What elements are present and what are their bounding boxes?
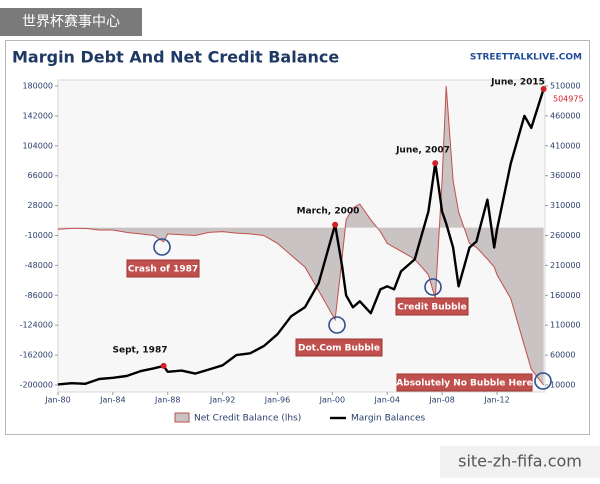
y-tick-label: 142000 [22, 111, 53, 120]
chart-source: STREETTALKLIVE.COM [470, 53, 582, 63]
callout-box [396, 373, 533, 392]
y-tick-label: -162000 [20, 351, 53, 360]
annotation: Sept, 1987 [113, 346, 168, 356]
watermark-top: 世界杯赛事中心 [22, 14, 120, 30]
y-tick-label: 66000 [28, 171, 53, 180]
y-tick-label: 104000 [22, 141, 53, 150]
y2-tick-label: 410000 [550, 141, 581, 150]
annotation: June, 2015 [490, 78, 545, 88]
y-tick-label: 180000 [22, 82, 53, 91]
x-tick-label: Jan-00 [319, 396, 345, 405]
watermark-badge [0, 8, 142, 36]
callout-text: Crash of 1987 [128, 265, 198, 275]
callout-text: Dot.Com Bubble [298, 344, 380, 354]
legend-label: Net Credit Balance (lhs) [194, 414, 301, 424]
y-tick-label: 28000 [28, 201, 53, 210]
x-tick-label: Jan-08 [428, 396, 454, 405]
highlight-circle [534, 372, 552, 390]
chart-title: Margin Debt And Net Credit Balance [12, 48, 339, 67]
highlight-circle [153, 238, 171, 256]
callout-text: Absolutely No Bubble Here [396, 379, 532, 389]
x-tick-label: Jan-80 [44, 396, 70, 405]
y2-tick-label: 310000 [550, 201, 581, 210]
y2-tick-label: 360000 [550, 171, 581, 180]
last-value-label: 504975 [553, 95, 584, 104]
highlight-circle [424, 278, 442, 296]
y2-tick-label: 60000 [550, 351, 575, 360]
x-tick-label: Jan-96 [264, 396, 290, 405]
peak-dot [432, 160, 439, 167]
y-tick-label: -48000 [25, 261, 53, 270]
callout-box [126, 259, 200, 278]
x-tick-label: Jan-12 [483, 396, 509, 405]
callout-box [295, 338, 383, 357]
callout-box [395, 297, 469, 316]
annotation: March, 2000 [297, 207, 360, 217]
y2-tick-label: 510000 [550, 82, 581, 91]
x-tick-label: Jan-92 [209, 396, 235, 405]
watermark-bottom: site-zh-fifa.com [458, 452, 582, 471]
line [57, 88, 545, 386]
y2-tick-label: 460000 [550, 111, 581, 120]
y-tick-label: -86000 [25, 291, 53, 300]
peak-dot [332, 221, 339, 228]
y2-tick-label: 160000 [550, 291, 581, 300]
area [58, 86, 544, 385]
peak-dot [540, 86, 547, 93]
annotation: June, 2007 [395, 146, 450, 156]
y2-tick-label: 210000 [550, 261, 581, 270]
x-tick-label: Jan-04 [374, 396, 400, 405]
y2-tick-label: 10000 [550, 381, 575, 390]
watermark-bottom-bg [440, 446, 600, 478]
legend-swatch [174, 412, 190, 423]
callout-text: Credit Bubble [397, 303, 466, 313]
y-tick-label: -200000 [20, 381, 53, 390]
highlight-circle [328, 316, 346, 334]
x-tick-label: Jan-84 [99, 396, 125, 405]
y-tick-label: -124000 [20, 321, 53, 330]
y2-tick-label: 110000 [550, 321, 581, 330]
legend-label: Margin Balances [351, 414, 425, 424]
y-tick-label: -10000 [25, 231, 53, 240]
peak-dot [160, 362, 167, 369]
x-tick-label: Jan-88 [154, 396, 180, 405]
y2-tick-label: 260000 [550, 231, 581, 240]
